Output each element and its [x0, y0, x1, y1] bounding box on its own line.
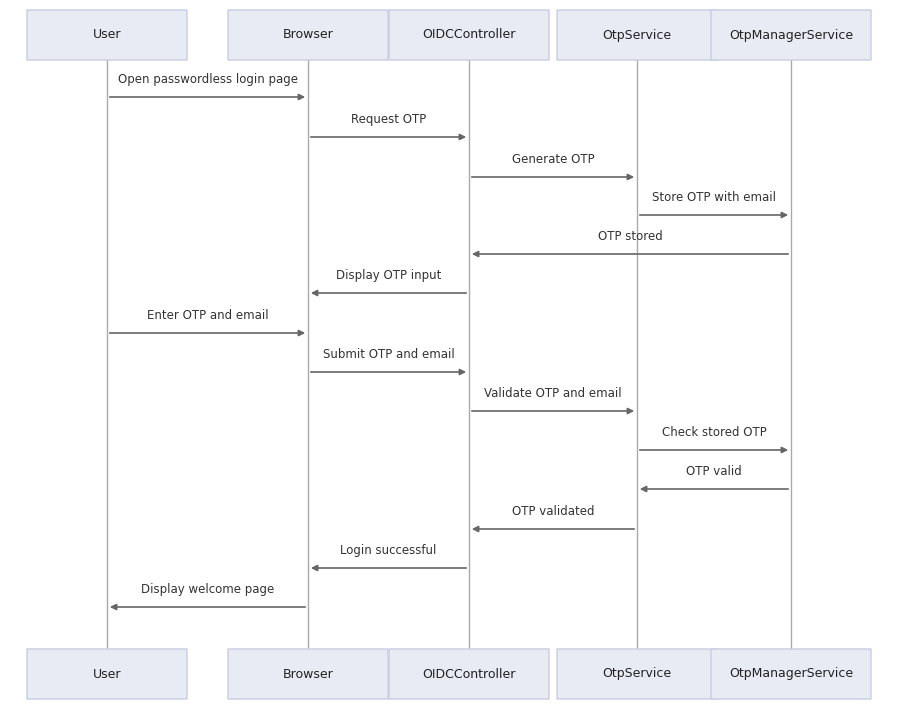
FancyBboxPatch shape — [711, 10, 871, 60]
Text: Browser: Browser — [282, 28, 333, 42]
Text: OtpService: OtpService — [603, 28, 672, 42]
FancyBboxPatch shape — [228, 649, 388, 699]
FancyBboxPatch shape — [27, 649, 187, 699]
Text: OtpService: OtpService — [603, 667, 672, 681]
FancyBboxPatch shape — [711, 649, 871, 699]
Text: OTP validated: OTP validated — [511, 505, 595, 518]
Text: Login successful: Login successful — [340, 544, 437, 557]
FancyBboxPatch shape — [557, 649, 717, 699]
Text: Display OTP input: Display OTP input — [336, 269, 442, 282]
Text: OtpManagerService: OtpManagerService — [729, 28, 853, 42]
Text: Store OTP with email: Store OTP with email — [652, 191, 776, 204]
Text: User: User — [92, 28, 121, 42]
Text: OIDCController: OIDCController — [423, 28, 516, 42]
Text: OTP valid: OTP valid — [686, 465, 742, 478]
Text: Enter OTP and email: Enter OTP and email — [147, 309, 268, 322]
Text: Open passwordless login page: Open passwordless login page — [118, 73, 298, 86]
FancyBboxPatch shape — [389, 649, 549, 699]
Text: OIDCController: OIDCController — [423, 667, 516, 681]
FancyBboxPatch shape — [228, 10, 388, 60]
Text: Validate OTP and email: Validate OTP and email — [484, 387, 622, 400]
FancyBboxPatch shape — [557, 10, 717, 60]
Text: OtpManagerService: OtpManagerService — [729, 667, 853, 681]
Text: Generate OTP: Generate OTP — [511, 153, 595, 166]
FancyBboxPatch shape — [27, 10, 187, 60]
Text: Request OTP: Request OTP — [351, 113, 426, 126]
Text: Submit OTP and email: Submit OTP and email — [322, 348, 454, 361]
Text: Check stored OTP: Check stored OTP — [662, 426, 767, 439]
Text: Browser: Browser — [282, 667, 333, 681]
Text: OTP stored: OTP stored — [597, 230, 662, 243]
FancyBboxPatch shape — [389, 10, 549, 60]
Text: User: User — [92, 667, 121, 681]
Text: Display welcome page: Display welcome page — [141, 583, 274, 596]
